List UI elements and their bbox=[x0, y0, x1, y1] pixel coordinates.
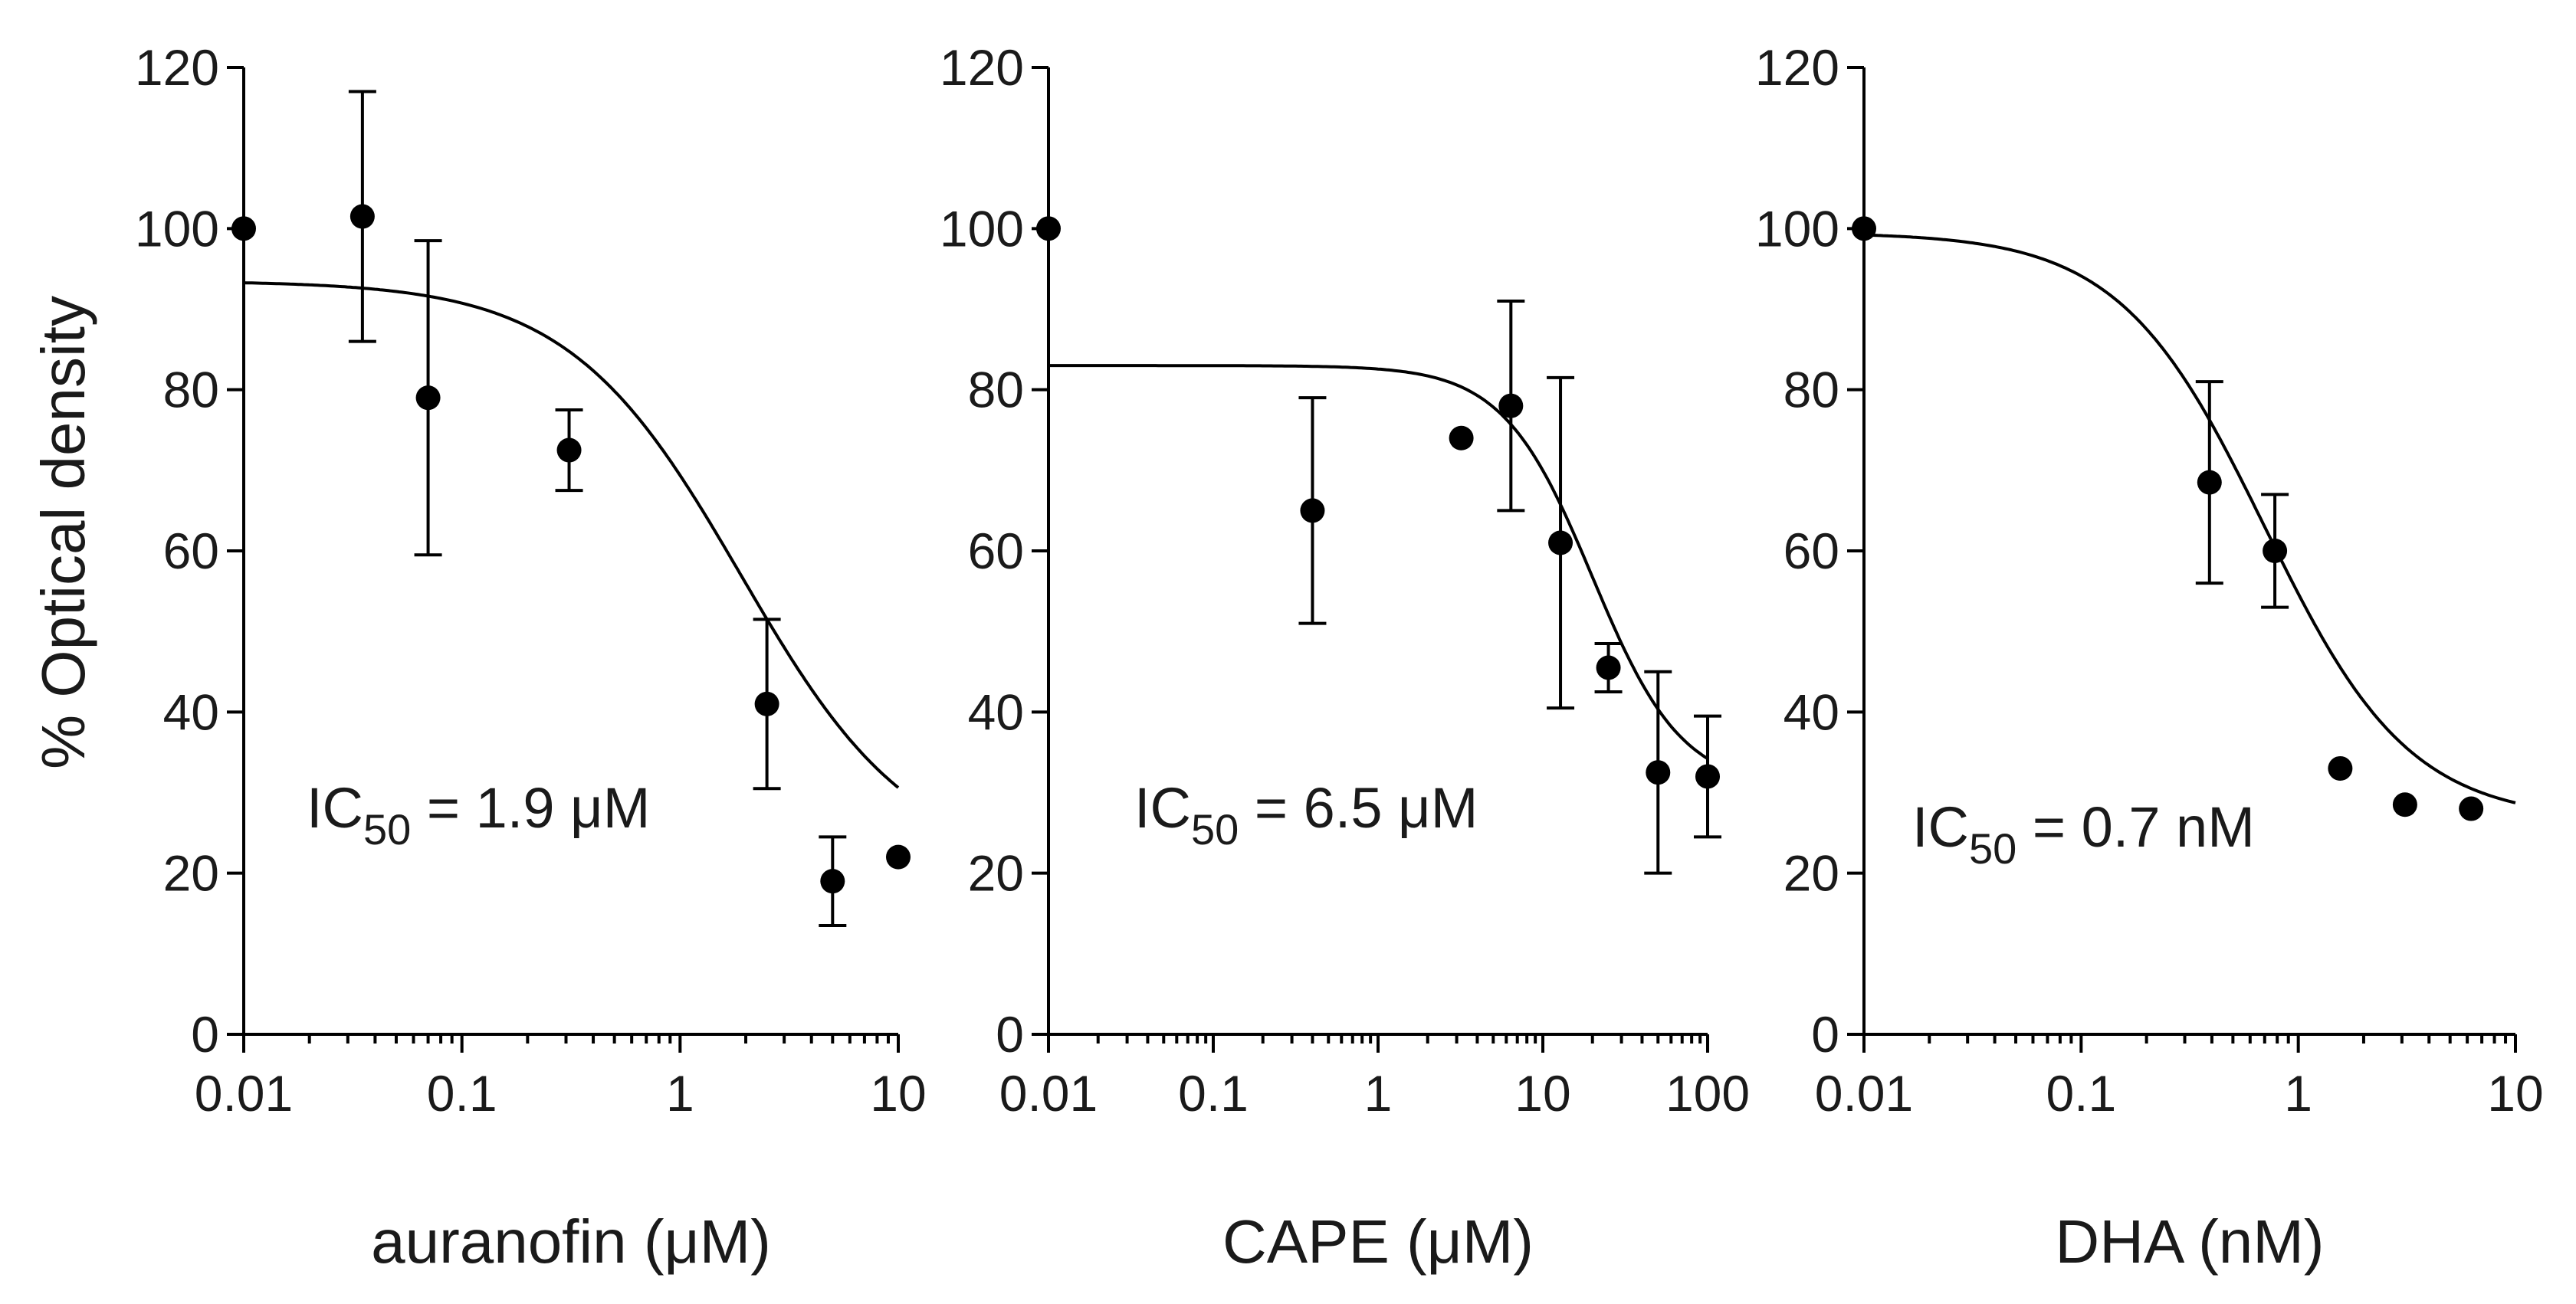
x-tick-label: 10 bbox=[870, 1065, 926, 1122]
data-point bbox=[1498, 393, 1524, 418]
y-tick-label: 100 bbox=[940, 200, 1024, 257]
y-tick-label: 60 bbox=[968, 523, 1024, 579]
y-tick-label: 80 bbox=[1784, 362, 1839, 418]
data-point bbox=[886, 844, 911, 870]
x-tick-label: 0.01 bbox=[1815, 1065, 1913, 1122]
x-tick-label: 10 bbox=[2487, 1065, 2543, 1122]
y-tick-label: 0 bbox=[191, 1006, 219, 1063]
x-tick-label: 10 bbox=[1514, 1065, 1570, 1122]
ic50-annotation: IC50 = 6.5 μM bbox=[1134, 776, 1478, 853]
data-point bbox=[231, 216, 256, 241]
data-point bbox=[1548, 530, 1573, 555]
y-tick-label: 20 bbox=[968, 845, 1024, 902]
y-tick-label: 100 bbox=[135, 200, 219, 257]
y-tick-label: 120 bbox=[135, 39, 219, 96]
panel-1: 0 20 40 60 80 100 120 0.01 0.1 1 10 auranofin (μM) I… bbox=[135, 39, 927, 1276]
y-tick-label: 40 bbox=[968, 683, 1024, 740]
data-point bbox=[556, 437, 582, 463]
y-tick-label: 120 bbox=[1755, 39, 1839, 96]
data-point bbox=[2197, 470, 2222, 495]
x-axis-title: DHA (nM) bbox=[2055, 1207, 2324, 1276]
data-point bbox=[1646, 760, 1671, 785]
y-tick-label: 0 bbox=[1811, 1006, 1839, 1063]
fit-curve bbox=[1048, 364, 1709, 760]
data-point bbox=[2392, 792, 2417, 817]
ic50-annotation: IC50 = 0.7 nM bbox=[1912, 795, 2255, 873]
x-tick-label: 0.1 bbox=[1178, 1065, 1249, 1122]
x-tick-label: 0.1 bbox=[2046, 1065, 2116, 1122]
data-point bbox=[1596, 655, 1621, 680]
y-tick-label: 60 bbox=[163, 523, 219, 579]
x-tick-label: 0.01 bbox=[195, 1065, 293, 1122]
x-tick-label: 1 bbox=[666, 1065, 694, 1122]
data-point bbox=[1036, 216, 1061, 241]
y-tick-label: 120 bbox=[940, 39, 1024, 96]
y-tick-label: 40 bbox=[1784, 683, 1839, 740]
x-axis-title: CAPE (μM) bbox=[1222, 1207, 1534, 1276]
fit-curve bbox=[243, 281, 900, 789]
y-tick-label: 80 bbox=[968, 362, 1024, 418]
x-axis-title: auranofin (μM) bbox=[371, 1207, 771, 1276]
data-point bbox=[1300, 498, 1325, 523]
x-tick-label: 0.1 bbox=[427, 1065, 497, 1122]
fit-curve bbox=[1863, 233, 2516, 804]
x-tick-label: 1 bbox=[2284, 1065, 2312, 1122]
x-tick-label: 100 bbox=[1665, 1065, 1750, 1122]
y-tick-label: 40 bbox=[163, 683, 219, 740]
data-point bbox=[1852, 216, 1876, 241]
data-point bbox=[1449, 425, 1474, 451]
y-tick-label: 20 bbox=[163, 845, 219, 902]
x-tick-label: 1 bbox=[1364, 1065, 1393, 1122]
panel-3: 0 20 40 60 80 100 120 0.01 0.1 1 10 DHA (nM) IC50 = … bbox=[1755, 39, 2544, 1276]
y-axis-title: % Optical density bbox=[29, 296, 97, 769]
y-tick-label: 100 bbox=[1755, 200, 1839, 257]
data-point bbox=[349, 204, 375, 229]
data-point bbox=[415, 385, 441, 411]
data-point bbox=[2328, 755, 2353, 781]
y-tick-label: 80 bbox=[163, 362, 219, 418]
data-point bbox=[2459, 796, 2484, 821]
panel-2: 0 20 40 60 80 100 120 0.01 0.1 1 10 100 CAPE (μM) IC5… bbox=[940, 39, 1750, 1276]
data-point bbox=[754, 691, 779, 716]
y-tick-label: 0 bbox=[996, 1006, 1024, 1063]
y-tick-label: 20 bbox=[1784, 845, 1839, 902]
y-tick-label: 60 bbox=[1784, 523, 1839, 579]
data-point bbox=[820, 869, 845, 894]
data-point bbox=[1695, 764, 1720, 789]
ic50-annotation: IC50 = 1.9 μM bbox=[307, 776, 650, 853]
x-tick-label: 0.01 bbox=[999, 1065, 1098, 1122]
data-point bbox=[2263, 539, 2288, 563]
